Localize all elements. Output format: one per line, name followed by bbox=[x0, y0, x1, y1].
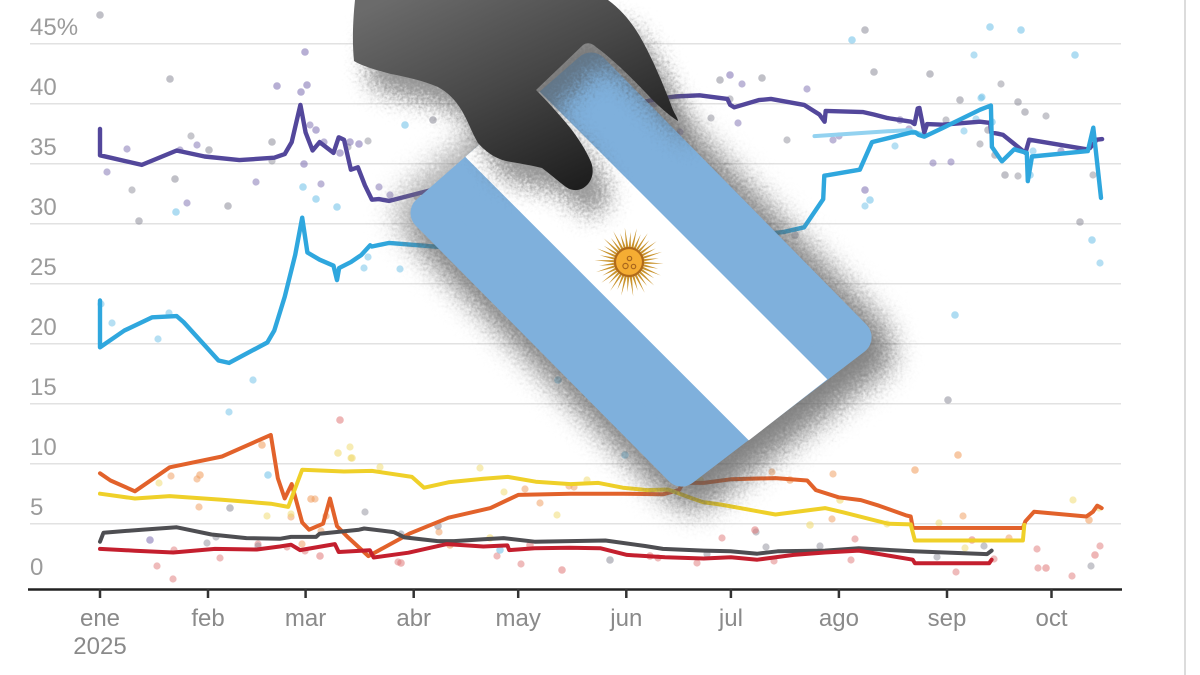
svg-text:mar: mar bbox=[285, 605, 326, 632]
svg-text:oct: oct bbox=[1035, 605, 1067, 632]
svg-text:15: 15 bbox=[30, 374, 57, 401]
svg-text:jun: jun bbox=[609, 605, 642, 632]
svg-text:2025: 2025 bbox=[73, 633, 126, 660]
svg-text:ene: ene bbox=[80, 605, 120, 632]
svg-text:40: 40 bbox=[30, 74, 57, 101]
svg-text:sep: sep bbox=[928, 605, 967, 632]
svg-text:20: 20 bbox=[30, 314, 57, 341]
svg-text:45%: 45% bbox=[30, 14, 78, 41]
svg-text:jul: jul bbox=[718, 605, 743, 632]
svg-text:5: 5 bbox=[30, 494, 43, 521]
svg-text:ago: ago bbox=[819, 605, 859, 632]
svg-text:10: 10 bbox=[30, 434, 57, 461]
svg-text:abr: abr bbox=[396, 605, 431, 632]
svg-text:may: may bbox=[496, 605, 541, 632]
svg-text:0: 0 bbox=[30, 554, 43, 581]
svg-text:25: 25 bbox=[30, 254, 57, 281]
svg-text:feb: feb bbox=[191, 605, 224, 632]
svg-text:30: 30 bbox=[30, 194, 57, 221]
svg-text:35: 35 bbox=[30, 134, 57, 161]
